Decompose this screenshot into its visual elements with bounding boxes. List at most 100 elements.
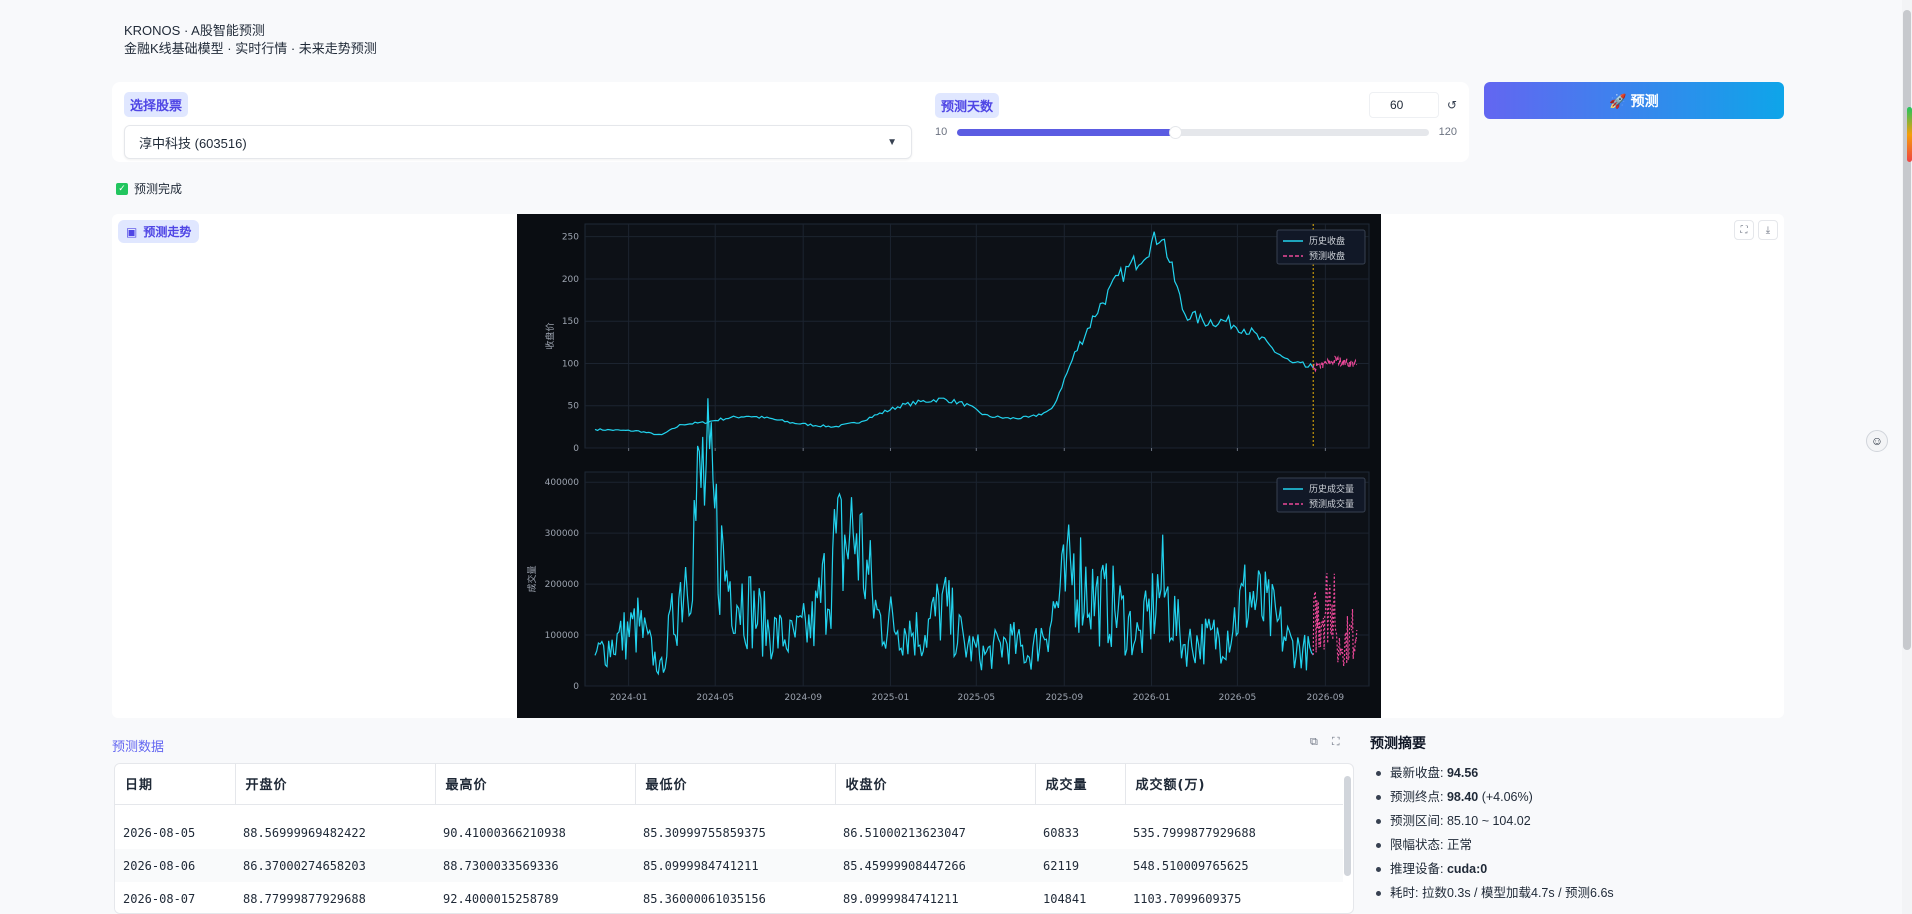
x-tick-label: 2026-05 [1219, 693, 1257, 703]
y-tick-label: 100000 [545, 631, 580, 641]
table-cell: 88.7300033569336 [435, 849, 635, 882]
y-tick-label: 150 [562, 317, 579, 327]
forecast-series-line [1312, 355, 1358, 373]
history-series-line [594, 231, 1314, 436]
table-cell: 85.36000061035156 [635, 882, 835, 913]
forecast-summary: 预测摘要 最新收盘: 94.56 预测终点: 98.40 (+4.06%) 预测… [1370, 733, 1890, 905]
column-header[interactable]: 收盘价 [835, 764, 1036, 805]
table-scrollbar[interactable] [1344, 776, 1351, 876]
table-cell: 85.45999908447266 [835, 849, 1035, 882]
table-cell: 86.37000274658203 [235, 849, 435, 882]
legend-label: 预测收盘 [1309, 250, 1345, 262]
assistant-avatar-icon[interactable]: ☺ [1866, 430, 1888, 452]
x-tick-label: 2024-09 [784, 693, 822, 703]
column-header[interactable]: 日期 [115, 764, 236, 805]
y-tick-label: 300000 [545, 529, 580, 539]
image-icon: ▣ [126, 224, 138, 239]
x-tick-label: 2025-05 [957, 693, 995, 703]
x-tick-label: 2025-09 [1045, 693, 1083, 703]
reset-icon[interactable]: ↺ [1446, 98, 1457, 112]
predict-button[interactable]: 🚀 预测 [1484, 82, 1784, 119]
table-row[interactable]: 2026-08-07 88.77999877929688 92.40000152… [115, 882, 1343, 913]
y-tick-label: 100 [562, 359, 579, 369]
stock-dropdown[interactable]: 淳中科技 (603516) ▼ [124, 125, 912, 159]
summary-item: 预测区间: 85.10 ~ 104.02 [1370, 809, 1890, 833]
side-color-tab[interactable] [1907, 107, 1912, 162]
y-tick-label: 200000 [545, 580, 580, 590]
app-title: KRONOS · A股智能预测 [124, 23, 265, 38]
copy-icon[interactable]: ⧉ [1310, 736, 1318, 748]
plot-area [584, 471, 1370, 687]
plot-label: ▣ 预测走势 [118, 220, 200, 243]
table-cell: 88.56999969482422 [235, 816, 435, 849]
x-tick-label: 2026-01 [1133, 693, 1171, 703]
slider-max-label: 120 [1438, 126, 1457, 138]
table-cell: 548.510009765625 [1125, 849, 1343, 882]
fullscreen-icon[interactable]: ⛶ [1734, 220, 1754, 240]
table-cell: 90.41000366210938 [435, 816, 635, 849]
table-cell: 1103.7099609375 [1125, 882, 1343, 913]
status-indicator: ✓ 预测完成 [116, 180, 182, 197]
table-cell: 2026-08-05 [115, 816, 235, 849]
fullscreen-icon[interactable]: ⛶ [1331, 736, 1340, 748]
table-cell: 88.77999877929688 [235, 882, 435, 913]
column-header[interactable]: 开盘价 [235, 764, 436, 805]
summary-item: 最新收盘: 94.56 [1370, 761, 1890, 785]
column-header[interactable]: 最低价 [635, 764, 836, 805]
days-slider-thumb[interactable] [1168, 125, 1182, 139]
status-text: 预测完成 [134, 182, 183, 196]
days-selector-block: 预测天数 60 ↺ 10 120 [935, 92, 1457, 139]
x-tick-label: 2025-01 [872, 693, 910, 703]
data-table-title: 预测数据 [112, 739, 165, 754]
data-table: 日期 开盘价 最高价 最低价 收盘价 成交量 成交额(万) 2026-08-05… [114, 763, 1354, 914]
table-header-row: 日期 开盘价 最高价 最低价 收盘价 成交量 成交额(万) [115, 764, 1343, 805]
stock-label: 选择股票 [124, 92, 189, 117]
x-tick-label: 2024-01 [610, 693, 648, 703]
y-axis-label: 收盘价 [544, 322, 556, 349]
column-header[interactable]: 最高价 [435, 764, 636, 805]
table-row[interactable]: 2026-08-05 88.56999969482422 90.41000366… [115, 816, 1343, 849]
stock-dropdown-value: 淳中科技 (603516) [139, 135, 247, 151]
plot-label-text: 预测走势 [143, 225, 192, 239]
chevron-down-icon: ▼ [887, 136, 897, 148]
y-tick-label: 0 [573, 682, 579, 692]
data-table-toolbar: ⧉ ⛶ [1310, 736, 1340, 749]
plot-area [584, 223, 1370, 449]
table-cell: 89.0999984741211 [835, 882, 1035, 913]
page-scrollbar[interactable] [1902, 0, 1912, 914]
plot-toolbar: ⛶ ⤓ [1734, 220, 1778, 240]
controls-panel: 选择股票 淳中科技 (603516) ▼ 预测天数 60 ↺ 10 120 [112, 82, 1469, 162]
plot-panel: ▣ 预测走势 ⛶ ⤓ 0 50 100 150 200 250 收盘价 历史收盘 预测收盘 0 10… [112, 214, 1784, 718]
column-header[interactable]: 成交额(万) [1125, 764, 1343, 805]
table-cell: 2026-08-07 [115, 882, 235, 913]
table-cell: 60833 [1035, 816, 1125, 849]
legend-label: 预测成交量 [1309, 498, 1354, 510]
app-subtitle: 金融K线基础模型 · 实时行情 · 未来走势预测 [124, 41, 377, 56]
y-tick-label: 0 [573, 444, 579, 454]
summary-item: 耗时: 拉数0.3s / 模型加载4.7s / 预测6.6s [1370, 881, 1890, 905]
app-header: KRONOS · A股智能预测 金融K线基础模型 · 实时行情 · 未来走势预测 [124, 22, 377, 58]
table-cell: 104841 [1035, 882, 1125, 913]
table-cell: 85.0999984741211 [635, 849, 835, 882]
table-cell: 85.30999755859375 [635, 816, 835, 849]
table-cell: 2026-08-06 [115, 849, 235, 882]
stock-selector-block: 选择股票 淳中科技 (603516) ▼ [124, 92, 912, 159]
download-icon[interactable]: ⤓ [1758, 220, 1778, 240]
legend-label: 历史收盘 [1309, 235, 1345, 247]
x-tick-label: 2024-05 [696, 693, 734, 703]
summary-item: 限幅状态: 正常 [1370, 833, 1890, 857]
forecast-series-line [1312, 573, 1358, 667]
check-icon: ✓ [116, 182, 128, 195]
table-row[interactable]: 2026-08-06 86.37000274658203 88.73000335… [115, 849, 1343, 882]
y-axis-label: 成交量 [526, 565, 538, 592]
days-slider-fill [957, 128, 1175, 136]
summary-title: 预测摘要 [1370, 735, 1426, 751]
days-label: 预测天数 [935, 92, 1000, 118]
page-scrollbar-thumb[interactable] [1903, 10, 1911, 650]
table-cell: 62119 [1035, 849, 1125, 882]
column-header[interactable]: 成交量 [1035, 764, 1126, 805]
days-slider[interactable] [957, 125, 1429, 139]
days-number-input[interactable]: 60 [1368, 92, 1439, 118]
y-tick-label: 50 [568, 402, 580, 412]
